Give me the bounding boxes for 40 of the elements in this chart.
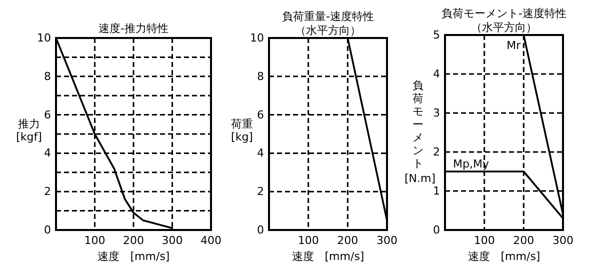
x-axis-title: 速度 [mm/s] xyxy=(292,250,364,263)
x-tick-label: 100 xyxy=(84,234,106,247)
y-tick-label: 1 xyxy=(433,184,440,198)
series-label: Mr xyxy=(506,39,522,52)
chart-title: 負荷重量-速度特性 xyxy=(282,10,374,23)
y-tick-label: 10 xyxy=(37,32,51,45)
x-tick-label: 100 xyxy=(298,234,319,247)
y-axis-title: 荷重 [kg] xyxy=(231,118,253,144)
x-tick-label: 200 xyxy=(123,234,144,247)
x-tick-label: 200 xyxy=(513,234,534,247)
y-tick-label: 8 xyxy=(44,70,51,83)
x-tick-label: 100 xyxy=(474,234,495,247)
chart-title: 負荷モーメント-速度特性 xyxy=(442,7,566,20)
y-tick-label: 10 xyxy=(250,32,264,45)
x-tick-label: 200 xyxy=(337,234,358,247)
y-axis-title: 推力 [kgf] xyxy=(16,118,42,144)
chart-subtitle: （水平方向） xyxy=(295,24,361,37)
y-tick-label: 6 xyxy=(44,108,51,122)
x-tick-label: 300 xyxy=(376,234,398,247)
series-label: Mp,My xyxy=(453,158,490,170)
y-tick-label: 4 xyxy=(433,68,440,81)
y-tick-label: 4 xyxy=(44,146,51,160)
y-tick-label: 2 xyxy=(433,146,440,159)
y-tick-label: 2 xyxy=(44,185,51,198)
x-axis-title: 速度 [mm/s] xyxy=(97,250,170,263)
chart-subtitle: （水平方向） xyxy=(471,21,537,34)
chart-title: 速度-推力特性 xyxy=(98,22,168,35)
x-tick-label: 300 xyxy=(552,234,574,247)
x-tick-label: 300 xyxy=(162,234,183,247)
y-tick-label: 4 xyxy=(257,146,264,160)
y-tick-label: 0 xyxy=(433,224,440,237)
y-tick-label: 0 xyxy=(44,224,51,237)
y-tick-label: 5 xyxy=(433,28,440,42)
y-tick-label: 3 xyxy=(433,106,440,120)
x-axis-title: 速度 [mm/s] xyxy=(468,250,540,263)
x-tick-label: 400 xyxy=(200,234,222,247)
y-tick-label: 0 xyxy=(257,224,264,237)
y-tick-label: 2 xyxy=(257,185,264,198)
y-tick-label: 6 xyxy=(257,108,264,122)
y-tick-label: 8 xyxy=(257,70,264,83)
